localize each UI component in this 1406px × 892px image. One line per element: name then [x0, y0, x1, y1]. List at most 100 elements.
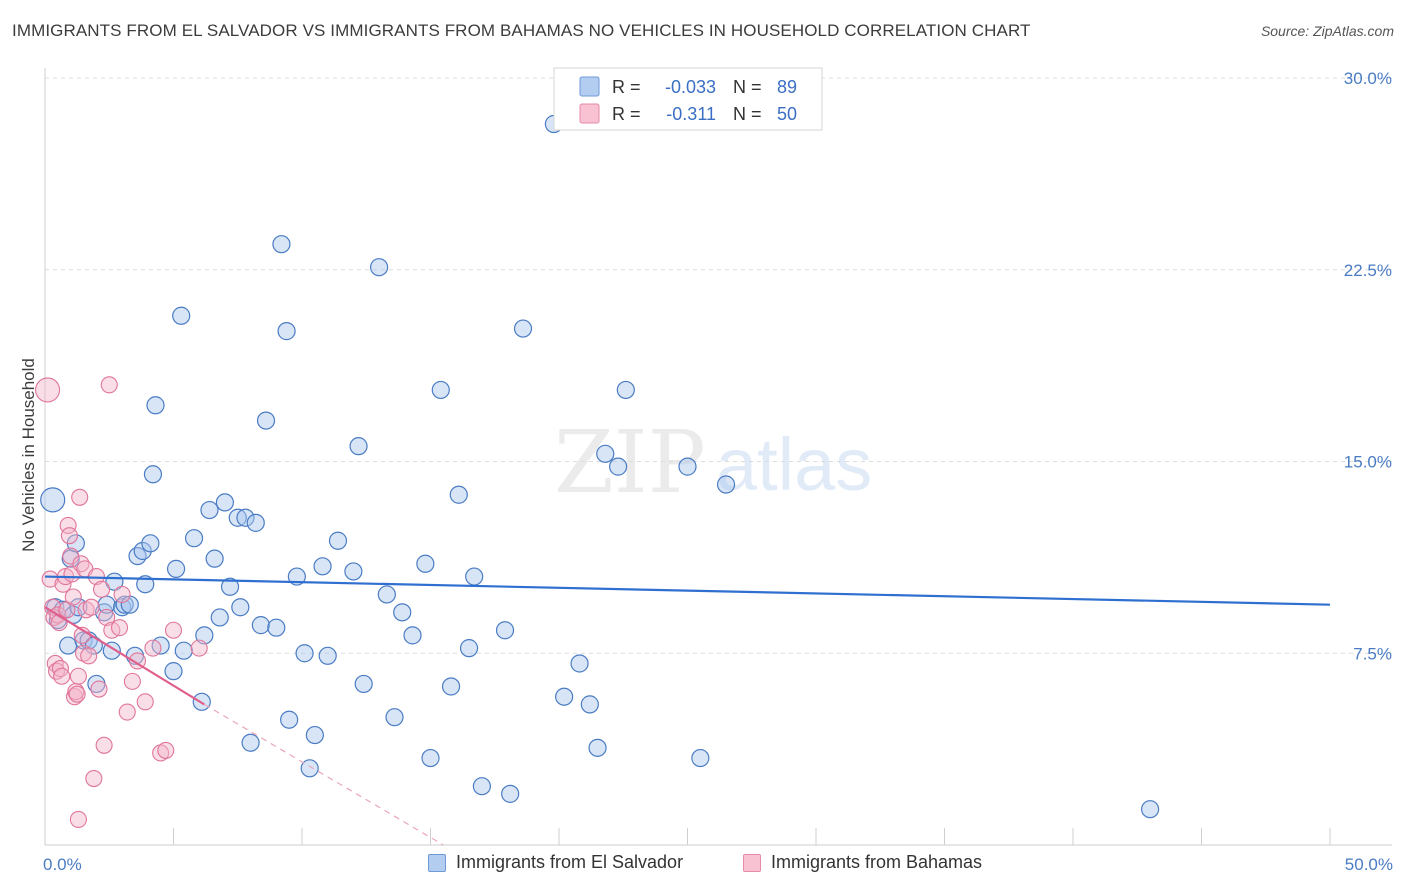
point-el-salvador — [349, 437, 368, 456]
point-el-salvador — [691, 748, 710, 768]
point-bahamas — [53, 667, 71, 685]
point-el-salvador — [588, 738, 607, 757]
point-el-salvador — [59, 636, 78, 655]
point-el-salvador — [495, 621, 515, 640]
point-el-salvador — [370, 258, 389, 277]
point-el-salvador — [231, 598, 250, 617]
point-bahamas — [60, 527, 78, 545]
point-el-salvador — [580, 695, 599, 714]
point-el-salvador — [195, 626, 214, 645]
point-el-salvador — [172, 306, 191, 325]
legend-swatch-bahamas — [579, 103, 600, 124]
watermark: ZIP atlas — [554, 413, 872, 513]
point-el-salvador — [403, 626, 422, 645]
point-el-salvador — [146, 396, 165, 415]
correlation-legend: R = -0.033 N = 89 R = -0.311 N = 50 — [553, 67, 823, 131]
point-el-salvador — [128, 546, 147, 566]
point-el-salvador — [228, 508, 247, 527]
swatch-bahamas — [743, 853, 761, 872]
point-el-salvador — [354, 674, 373, 694]
point-bahamas — [95, 736, 113, 754]
point-bahamas — [136, 693, 154, 711]
point-el-salvador — [166, 559, 186, 578]
point-el-salvador — [472, 777, 491, 796]
point-el-salvador — [256, 411, 276, 430]
axes — [44, 68, 1392, 846]
point-bahamas — [123, 672, 141, 690]
point-el-salvador — [241, 733, 260, 752]
y-tick-label: 7.5% — [1353, 644, 1392, 663]
point-el-salvador — [210, 608, 229, 627]
point-el-salvador — [305, 725, 324, 745]
point-bahamas — [68, 685, 86, 703]
point-el-salvador — [133, 541, 152, 561]
point-el-salvador — [97, 595, 116, 614]
point-el-salvador — [421, 748, 440, 768]
point-bahamas — [85, 769, 103, 788]
point-el-salvador — [136, 575, 155, 594]
point-el-salvador — [596, 444, 615, 463]
point-el-salvador — [205, 549, 224, 568]
point-bahamas — [110, 619, 129, 637]
point-bahamas — [100, 376, 118, 394]
bottom-legend-label-el-salvador: Immigrants from El Salvador — [456, 852, 684, 872]
point-el-salvador — [246, 513, 265, 532]
grid-lines — [45, 77, 1392, 654]
trend-lines — [44, 575, 1331, 846]
point-el-salvador — [164, 662, 183, 681]
legend-n-value-1: 89 — [777, 77, 797, 97]
point-bahamas — [69, 810, 87, 828]
point-el-salvador — [344, 562, 363, 581]
point-el-salvador — [215, 493, 234, 512]
point-el-salvador — [555, 687, 574, 706]
point-bahamas — [98, 608, 116, 627]
series-bahamas — [35, 376, 208, 828]
legend-r-label-2: R = — [612, 104, 641, 124]
point-bahamas — [69, 667, 87, 685]
x-tick-labels: 0.0% 50.0% — [43, 855, 1393, 874]
y-tick-label: 30.0% — [1344, 69, 1392, 88]
legend-n-label-1: N = — [733, 77, 762, 97]
point-el-salvador — [318, 646, 337, 665]
x-tick-label-min: 0.0% — [43, 855, 82, 874]
point-el-salvador — [616, 380, 635, 400]
bottom-legend-el-salvador[interactable]: Immigrants from El Salvador — [428, 852, 683, 873]
bottom-legend-label-bahamas: Immigrants from Bahamas — [771, 852, 983, 872]
point-el-salvador — [449, 485, 468, 504]
point-bahamas — [113, 585, 131, 603]
y-axis-label: No Vehicles in Household — [19, 358, 38, 552]
swatch-el-salvador — [428, 853, 446, 872]
legend-swatch-el-salvador — [579, 76, 600, 97]
point-bahamas — [190, 639, 208, 657]
legend-r-value-2: -0.311 — [666, 104, 716, 124]
point-el-salvador — [431, 380, 450, 400]
point-el-salvador — [416, 554, 435, 573]
point-el-salvador — [328, 531, 348, 550]
y-tick-labels: 7.5% 15.0% 22.5% 30.0% — [1344, 69, 1392, 663]
point-el-salvador — [393, 603, 412, 622]
point-el-salvador — [236, 508, 255, 527]
y-tick-label: 22.5% — [1344, 261, 1392, 280]
point-bahamas — [157, 741, 175, 759]
point-el-salvador — [609, 457, 628, 476]
point-el-salvador — [184, 529, 204, 548]
point-el-salvador — [513, 319, 533, 338]
point-bahamas — [118, 703, 136, 721]
point-bahamas — [35, 377, 61, 403]
bottom-legend-bahamas[interactable]: Immigrants from Bahamas — [743, 852, 982, 873]
point-el-salvador — [174, 641, 193, 660]
point-el-salvador — [251, 616, 270, 635]
point-el-salvador — [143, 465, 163, 484]
watermark-atlas: atlas — [716, 423, 872, 506]
point-el-salvador — [220, 577, 240, 596]
point-el-salvador — [267, 618, 286, 637]
point-el-salvador — [300, 759, 319, 778]
point-bahamas — [82, 598, 100, 616]
point-el-salvador — [115, 595, 134, 614]
point-bahamas — [71, 488, 89, 506]
point-el-salvador — [716, 475, 736, 494]
point-bahamas — [92, 580, 111, 598]
point-bahamas — [80, 647, 98, 665]
point-bahamas — [164, 621, 183, 639]
y-tick-label: 15.0% — [1344, 453, 1392, 472]
